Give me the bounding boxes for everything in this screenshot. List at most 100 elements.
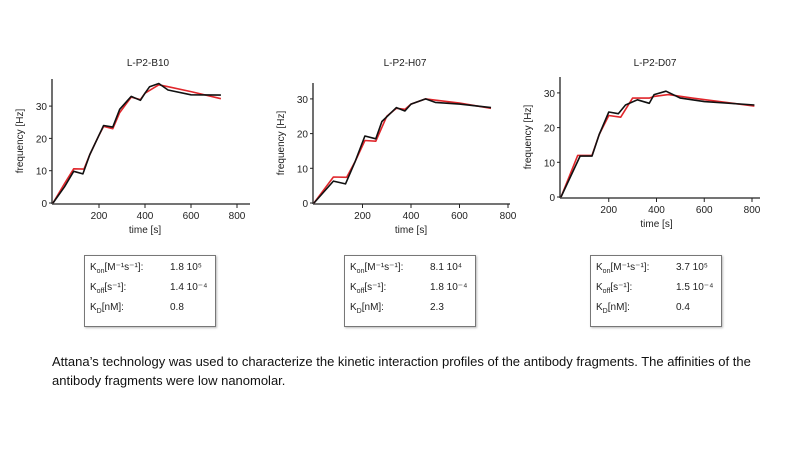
chart-title: L-P2-B10 bbox=[127, 58, 170, 69]
unit-label: [M⁻¹s⁻¹]: bbox=[364, 262, 404, 273]
unit-label: [nM]: bbox=[361, 302, 384, 313]
parameter-label: Kon[M⁻¹s⁻¹]: bbox=[90, 261, 170, 279]
kinetics-table-2: Kon[M⁻¹s⁻¹]: 8.1 10⁴ Koff[s⁻¹]: 1.8 10⁻⁴ KD[… bbox=[344, 255, 477, 327]
k-symbol: K bbox=[350, 302, 357, 313]
koff-row: Koff[s⁻¹]: 1.8 10⁻⁴ bbox=[350, 281, 467, 301]
parameter-label: Koff[s⁻¹]: bbox=[596, 281, 676, 299]
parameter-value: 1.4 10⁻⁴ bbox=[170, 282, 208, 293]
parameter-value: 1.8 10⁵ bbox=[170, 262, 202, 273]
unit-label: [s⁻¹]: bbox=[104, 282, 127, 293]
unit-label: [M⁻¹s⁻¹]: bbox=[610, 262, 650, 273]
parameter-label: Kon[M⁻¹s⁻¹]: bbox=[350, 261, 430, 279]
x-tick-label: 800 bbox=[229, 211, 246, 222]
subscript: off bbox=[96, 288, 105, 295]
parameter-value: 1.5 10⁻⁴ bbox=[676, 282, 714, 293]
k-symbol: K bbox=[90, 262, 97, 273]
parameter-value: 2.3 bbox=[430, 302, 444, 313]
koff-row: Koff[s⁻¹]: 1.5 10⁻⁴ bbox=[596, 281, 713, 301]
kon-row: Kon[M⁻¹s⁻¹]: 1.8 10⁵ bbox=[90, 261, 207, 281]
series-line-measured bbox=[52, 82, 221, 204]
series-line-measured bbox=[560, 90, 755, 198]
kon-row: Kon[M⁻¹s⁻¹]: 3.7 10⁵ bbox=[596, 261, 713, 281]
parameter-value: 3.7 10⁵ bbox=[676, 262, 708, 273]
kd-row: KD[nM]: 2.3 bbox=[350, 301, 467, 321]
x-axis-label: time [s] bbox=[129, 225, 161, 236]
series-line-fit bbox=[560, 93, 755, 198]
parameter-label: KD[nM]: bbox=[350, 301, 430, 319]
y-tick-label: 20 bbox=[36, 134, 48, 145]
kd-row: KD[nM]: 0.8 bbox=[90, 301, 207, 321]
parameter-value: 1.8 10⁻⁴ bbox=[430, 282, 468, 293]
parameter-value: 0.4 bbox=[676, 302, 690, 313]
series-line-fit bbox=[52, 84, 222, 204]
subscript: D bbox=[602, 308, 608, 315]
chart-title: L-P2-H07 bbox=[384, 58, 427, 69]
kd-row: KD[nM]: 0.4 bbox=[596, 301, 713, 321]
unit-label: [nM]: bbox=[101, 302, 124, 313]
x-tick-label: 200 bbox=[91, 211, 108, 222]
unit-label: [s⁻¹]: bbox=[364, 282, 387, 293]
x-tick-label: 200 bbox=[600, 205, 617, 216]
x-tick-label: 400 bbox=[403, 211, 420, 222]
x-tick-label: 200 bbox=[354, 211, 371, 222]
k-symbol: K bbox=[90, 302, 97, 313]
k-symbol: K bbox=[596, 282, 603, 293]
subscript: D bbox=[96, 308, 102, 315]
x-axis-label: time [s] bbox=[395, 225, 427, 236]
unit-label: [s⁻¹]: bbox=[610, 282, 633, 293]
kinetic-chart-3: L-P2-D07 0 10 20 30 200 400 600 800 time [s] frequ… bbox=[523, 58, 761, 230]
parameter-value: 8.1 10⁴ bbox=[430, 262, 463, 273]
y-tick-label: 10 bbox=[544, 158, 556, 169]
subscript: on bbox=[356, 268, 365, 275]
y-tick-label: 20 bbox=[297, 130, 309, 141]
koff-row: Koff[s⁻¹]: 1.4 10⁻⁴ bbox=[90, 281, 207, 301]
subscript: off bbox=[602, 288, 611, 295]
x-tick-label: 400 bbox=[137, 211, 154, 222]
y-axis-label: frequency [Hz] bbox=[523, 105, 534, 170]
unit-label: [M⁻¹s⁻¹]: bbox=[104, 262, 144, 273]
x-tick-label: 800 bbox=[744, 205, 761, 216]
k-symbol: K bbox=[350, 282, 357, 293]
y-tick-label: 0 bbox=[41, 199, 47, 210]
parameter-label: Koff[s⁻¹]: bbox=[350, 281, 430, 299]
y-tick-label: 30 bbox=[544, 89, 556, 100]
y-tick-label: 20 bbox=[544, 124, 556, 135]
k-symbol: K bbox=[350, 262, 357, 273]
parameter-label: Koff[s⁻¹]: bbox=[90, 281, 170, 299]
unit-label: [nM]: bbox=[607, 302, 630, 313]
parameter-label: KD[nM]: bbox=[596, 301, 676, 319]
y-tick-label: 30 bbox=[36, 102, 48, 113]
x-axis-label: time [s] bbox=[640, 219, 672, 230]
y-tick-label: 0 bbox=[302, 199, 308, 210]
k-symbol: K bbox=[596, 262, 603, 273]
y-axis-label: frequency [Hz] bbox=[15, 109, 26, 174]
x-tick-label: 600 bbox=[451, 211, 468, 222]
x-tick-label: 600 bbox=[183, 211, 200, 222]
subscript: D bbox=[356, 308, 362, 315]
parameter-label: KD[nM]: bbox=[90, 301, 170, 319]
y-axis-label: frequency [Hz] bbox=[276, 111, 287, 176]
caption-text: Attana’s technology was used to characte… bbox=[52, 354, 751, 388]
kinetic-chart-1: L-P2-B10 0 10 20 30 200 400 600 800 time [s] frequ… bbox=[15, 58, 250, 236]
subscript: on bbox=[602, 268, 611, 275]
parameter-label: Kon[M⁻¹s⁻¹]: bbox=[596, 261, 676, 279]
y-tick-label: 30 bbox=[297, 95, 309, 106]
series-line-measured bbox=[313, 98, 492, 204]
series-line-fit bbox=[313, 98, 492, 204]
y-tick-label: 10 bbox=[297, 164, 309, 175]
y-tick-label: 10 bbox=[36, 167, 48, 178]
kinetics-table-1: Kon[M⁻¹s⁻¹]: 1.8 10⁵ Koff[s⁻¹]: 1.4 10⁻⁴ KD[… bbox=[84, 255, 217, 327]
x-tick-label: 400 bbox=[648, 205, 665, 216]
parameter-value: 0.8 bbox=[170, 302, 184, 313]
subscript: off bbox=[356, 288, 365, 295]
k-symbol: K bbox=[596, 302, 603, 313]
x-tick-label: 800 bbox=[500, 211, 517, 222]
kinetic-chart-2: L-P2-H07 0 10 20 30 200 400 600 800 time [s] frequ… bbox=[276, 58, 517, 236]
chart-title: L-P2-D07 bbox=[634, 58, 677, 69]
x-tick-label: 600 bbox=[696, 205, 713, 216]
y-tick-label: 0 bbox=[549, 193, 555, 204]
kon-row: Kon[M⁻¹s⁻¹]: 8.1 10⁴ bbox=[350, 261, 467, 281]
subscript: on bbox=[96, 268, 105, 275]
kinetics-table-3: Kon[M⁻¹s⁻¹]: 3.7 10⁵ Koff[s⁻¹]: 1.5 10⁻⁴ KD[… bbox=[590, 255, 723, 327]
